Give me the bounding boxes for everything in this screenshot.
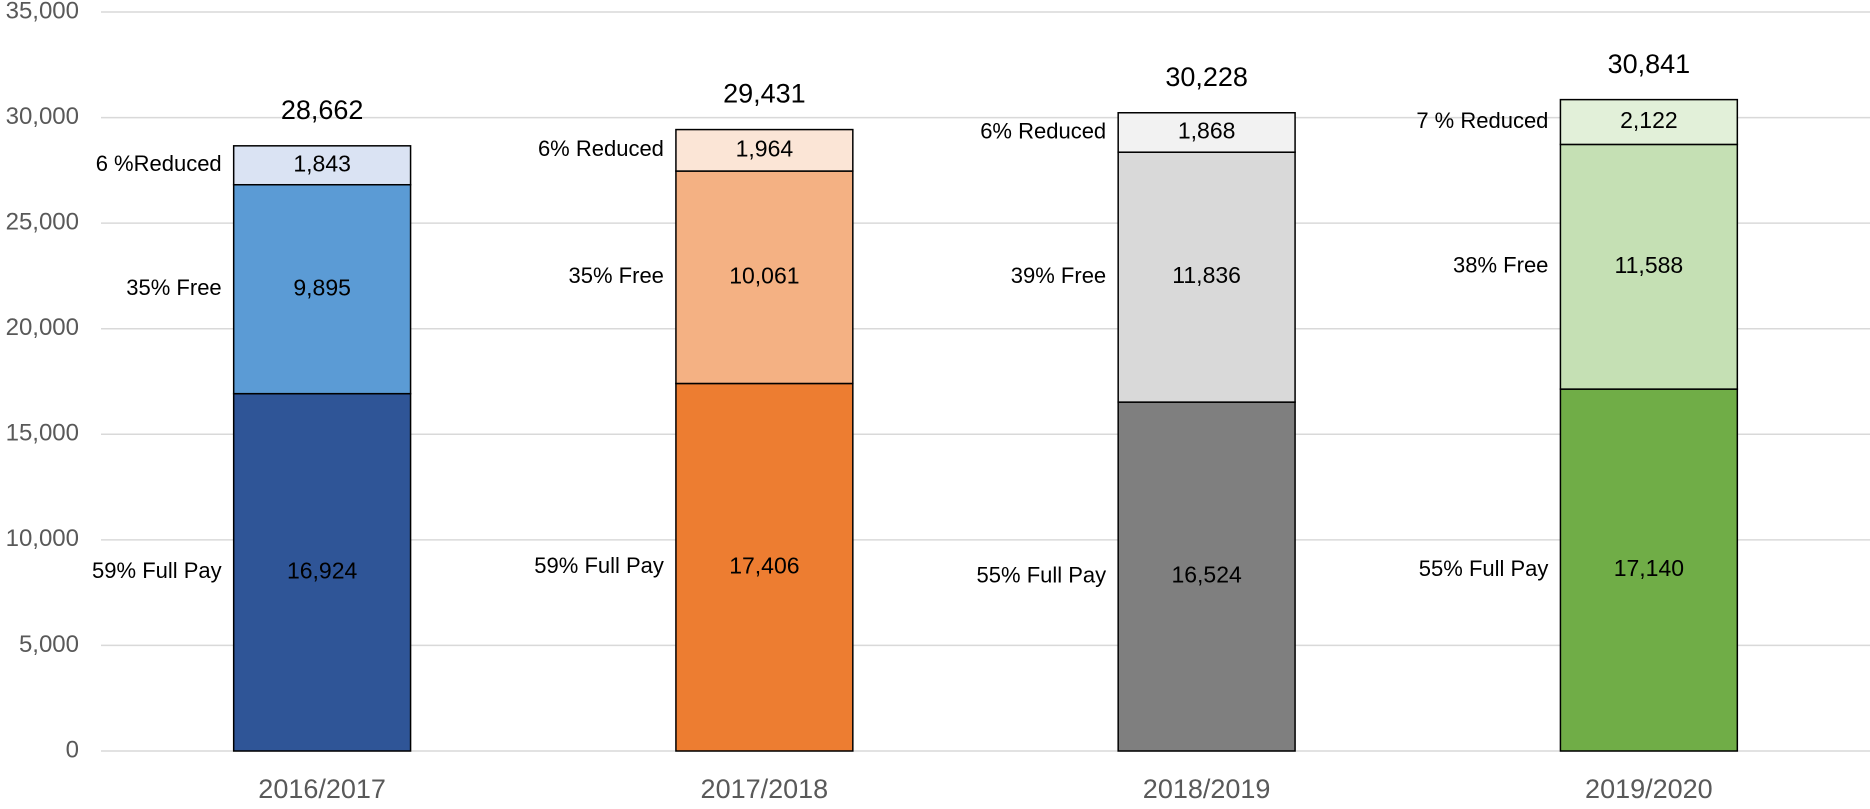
x-tick-label: 2016/2017 <box>258 774 386 804</box>
x-tick-label: 2019/2020 <box>1585 774 1713 804</box>
segment-label: 6% Reduced <box>538 136 664 161</box>
value-label: 16,524 <box>1171 562 1242 588</box>
y-tick-label: 5,000 <box>19 631 79 658</box>
bar-segment <box>1559 98 1739 146</box>
y-tick-label: 20,000 <box>6 314 79 341</box>
x-tick-label: 2017/2018 <box>701 774 829 804</box>
segment-label: 38% Free <box>1453 253 1548 278</box>
bar-segment <box>1117 151 1296 403</box>
bar-segment <box>675 128 854 172</box>
segment-label: 35% Free <box>126 275 221 300</box>
segment-label: 35% Free <box>569 263 664 288</box>
total-label: 29,431 <box>723 79 806 109</box>
bar-segment <box>1117 112 1296 153</box>
y-tick-label: 10,000 <box>6 525 79 552</box>
value-label: 16,924 <box>287 557 358 583</box>
y-tick-label: 35,000 <box>6 0 79 24</box>
total-label: 28,662 <box>281 95 364 125</box>
value-label: 17,406 <box>729 552 799 578</box>
value-label: 11,836 <box>1172 262 1241 288</box>
value-label: 2,122 <box>1620 107 1678 133</box>
y-tick-label: 15,000 <box>6 420 79 447</box>
total-label: 30,228 <box>1165 62 1248 92</box>
segment-label: 59% Full Pay <box>534 553 664 578</box>
bar-segment <box>1559 143 1739 390</box>
value-label: 9,895 <box>293 274 351 300</box>
bar-segment <box>1559 388 1739 752</box>
bar-segment <box>675 170 854 385</box>
total-label: 30,841 <box>1608 49 1691 79</box>
y-tick-label: 0 <box>66 736 79 763</box>
value-label: 1,868 <box>1178 118 1236 144</box>
value-label: 17,140 <box>1614 555 1684 581</box>
value-label: 10,061 <box>729 262 799 288</box>
segment-label: 6% Reduced <box>980 118 1106 143</box>
segment-label: 55% Full Pay <box>977 562 1107 587</box>
bar-segment <box>232 183 412 395</box>
value-label: 11,588 <box>1615 252 1684 278</box>
x-tick-label: 2018/2019 <box>1143 774 1271 804</box>
segment-label: 59% Full Pay <box>92 558 222 583</box>
bar-segment <box>232 392 412 752</box>
bar-segment <box>232 145 412 186</box>
segment-label: 6 %Reduced <box>96 151 222 176</box>
y-tick-label: 30,000 <box>6 103 79 130</box>
value-label: 1,964 <box>736 135 794 161</box>
segment-label: 39% Free <box>1011 263 1106 288</box>
segment-label: 55% Full Pay <box>1419 556 1549 581</box>
value-label: 1,843 <box>293 150 351 176</box>
bar-segment <box>675 382 854 752</box>
y-tick-label: 25,000 <box>6 208 79 235</box>
segment-label: 7 % Reduced <box>1416 108 1548 133</box>
